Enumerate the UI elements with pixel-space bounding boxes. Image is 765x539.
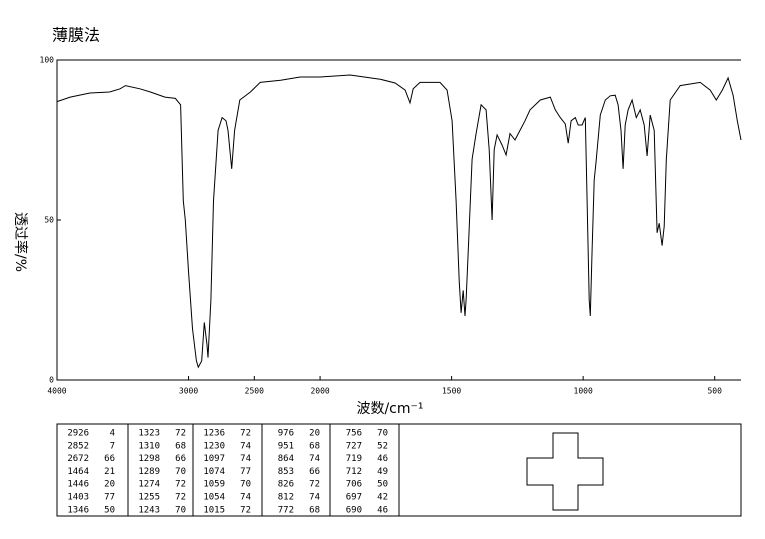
peak-transmittance: 74	[240, 454, 251, 464]
peak-transmittance: 72	[309, 480, 320, 490]
peak-transmittance: 46	[377, 454, 388, 464]
peak-transmittance: 7	[110, 441, 115, 451]
x-tick-label: 3000	[179, 387, 198, 396]
y-axis-label: 透过率/%	[12, 212, 29, 272]
x-tick-label: 1000	[574, 387, 593, 396]
chart-title: 薄膜法	[52, 26, 100, 45]
peak-transmittance: 20	[309, 429, 320, 439]
peak-transmittance: 77	[240, 467, 251, 477]
peak-wavenumber: 1230	[203, 441, 225, 451]
peak-wavenumber: 1015	[203, 505, 225, 515]
structure-diagram	[526, 432, 604, 511]
peak-transmittance: 77	[104, 493, 115, 503]
peak-wavenumber: 826	[278, 480, 294, 490]
peak-transmittance: 72	[240, 429, 251, 439]
peak-transmittance: 50	[104, 505, 115, 515]
peak-transmittance: 66	[104, 454, 115, 464]
peak-wavenumber: 1464	[67, 467, 89, 477]
peak-wavenumber: 706	[346, 480, 362, 490]
peak-transmittance: 70	[175, 467, 186, 477]
peak-transmittance: 70	[377, 429, 388, 439]
peak-transmittance: 66	[309, 467, 320, 477]
peak-transmittance: 72	[175, 429, 186, 439]
peak-wavenumber: 2672	[67, 454, 89, 464]
peak-wavenumber: 1243	[138, 505, 160, 515]
peak-transmittance: 68	[175, 441, 186, 451]
x-tick-label: 2500	[245, 387, 264, 396]
peak-wavenumber: 1054	[203, 493, 225, 503]
peak-wavenumber: 864	[278, 454, 294, 464]
peak-wavenumber: 951	[278, 441, 294, 451]
peak-transmittance: 72	[175, 480, 186, 490]
peak-wavenumber: 690	[346, 505, 362, 515]
peak-wavenumber: 2852	[67, 441, 89, 451]
peak-transmittance: 72	[240, 505, 251, 515]
peak-transmittance: 68	[309, 505, 320, 515]
peak-wavenumber: 1323	[138, 429, 160, 439]
peak-transmittance: 68	[309, 441, 320, 451]
peak-wavenumber: 1446	[67, 480, 89, 490]
peak-wavenumber: 697	[346, 493, 362, 503]
peak-wavenumber: 976	[278, 429, 294, 439]
peak-transmittance: 70	[175, 505, 186, 515]
peak-wavenumber: 2926	[67, 429, 89, 439]
peak-transmittance: 74	[240, 493, 251, 503]
peak-wavenumber: 712	[346, 467, 362, 477]
spectrum-line	[56, 74, 742, 369]
peak-transmittance: 20	[104, 480, 115, 490]
peak-transmittance: 74	[309, 454, 320, 464]
peak-transmittance: 74	[309, 493, 320, 503]
peak-transmittance: 49	[377, 467, 388, 477]
y-tick-label: 0	[49, 376, 54, 385]
peak-wavenumber: 772	[278, 505, 294, 515]
plot-frame	[56, 59, 741, 381]
peak-wavenumber: 853	[278, 467, 294, 477]
peak-wavenumber: 1236	[203, 429, 225, 439]
x-tick-label: 4000	[47, 387, 66, 396]
y-tick-label: 50	[44, 216, 54, 225]
peak-transmittance: 4	[110, 429, 115, 439]
peak-wavenumber: 719	[346, 454, 362, 464]
peak-wavenumber: 1255	[138, 493, 160, 503]
peak-transmittance: 46	[377, 505, 388, 515]
x-tick-label: 1500	[442, 387, 461, 396]
peak-wavenumber: 1074	[203, 467, 225, 477]
y-tick-label: 100	[40, 56, 55, 65]
peak-wavenumber: 756	[346, 429, 362, 439]
peak-wavenumber: 727	[346, 441, 362, 451]
peak-wavenumber: 812	[278, 493, 294, 503]
peak-transmittance: 42	[377, 493, 388, 503]
peak-wavenumber: 1298	[138, 454, 160, 464]
peak-wavenumber: 1274	[138, 480, 160, 490]
peak-transmittance: 66	[175, 454, 186, 464]
peak-transmittance: 52	[377, 441, 388, 451]
peak-transmittance: 74	[240, 441, 251, 451]
peak-wavenumber: 1097	[203, 454, 225, 464]
x-axis-label: 波数/cm⁻¹	[356, 401, 423, 417]
x-tick-label: 500	[707, 387, 722, 396]
peak-wavenumber: 1289	[138, 467, 160, 477]
peak-wavenumber: 1346	[67, 505, 89, 515]
peak-transmittance: 50	[377, 480, 388, 490]
peak-wavenumber: 1059	[203, 480, 225, 490]
x-tick-label: 2000	[310, 387, 329, 396]
peak-transmittance: 72	[175, 493, 186, 503]
peak-transmittance: 70	[240, 480, 251, 490]
peak-wavenumber: 1403	[67, 493, 89, 503]
peak-transmittance: 21	[104, 467, 115, 477]
peak-wavenumber: 1310	[138, 441, 160, 451]
